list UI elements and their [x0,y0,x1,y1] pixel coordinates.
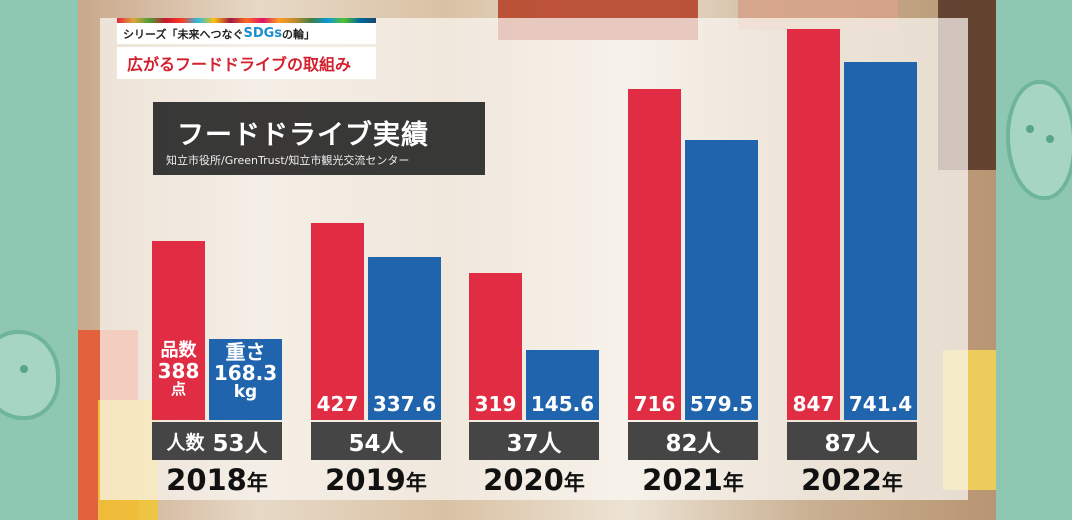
year-tick-label: 2021年 [628,463,758,497]
people-count-label: 人数 53人 [152,422,282,460]
year-tick-label: 2018年 [152,463,282,497]
bar-weight-2019 [368,256,441,420]
series-prefix: シリーズ「未来へつなぐ [123,27,244,41]
weight-value-label: 741.4 [848,392,913,416]
bar-items-2018 [152,240,205,420]
people-series-name: 人数 [166,431,205,454]
mascot-eye [1046,135,1054,143]
year-tick-label: 2019年 [311,463,441,497]
bar-weight-2022 [844,62,917,420]
bar-weight-2020 [526,349,599,420]
year-tick-label: 2020年 [469,463,599,497]
year-number: 2020 [483,463,564,497]
year-suffix: 年 [881,471,903,495]
items-value-label: 品数 388 点 [152,340,205,398]
weight-series-name: 重さ [225,340,266,364]
bar-items-2019 [311,222,364,420]
sdgs-color-strip [117,18,376,23]
bar-items-2020 [469,272,522,420]
chart-subtitle: 知立市役所/GreenTrust/知立市観光交流センター [166,154,410,167]
people-count-label: 82人 [628,422,758,460]
weight-unit: kg [233,382,258,402]
bar-weight-2021 [685,140,758,420]
topic-banner: 広がるフードドライブの取組み [117,47,376,79]
bar-items-2021 [628,89,681,420]
year-suffix: 年 [563,471,585,495]
mascot-eye [1026,125,1034,133]
items-unit: 点 [170,379,186,398]
items-value-label: 847 [792,392,835,416]
year-number: 2018 [166,463,247,497]
mascot-shape [0,330,60,420]
series-banner: シリーズ「未来へつなぐ SDGs の輪」 [117,23,376,44]
weight-value-label: 145.6 [530,392,595,416]
mascot-shape [1006,80,1072,200]
people-value: 53人 [212,431,268,457]
items-value: 388 [157,358,200,383]
topic-title: 広がるフードドライブの取組み [127,55,352,74]
series-suffix: の輪」 [282,27,316,41]
series-highlight: SDGs [243,26,283,41]
weight-value-label: 337.6 [372,392,437,416]
left-side-pattern [0,0,78,520]
items-value-label: 427 [316,392,359,416]
chart-title-box: フードドライブ実績 知立市役所/GreenTrust/知立市観光交流センター [153,102,485,175]
weight-value: 168.3 [213,361,278,385]
right-side-pattern [996,0,1072,520]
people-count-label: 37人 [469,422,599,460]
year-suffix: 年 [722,471,744,495]
year-number: 2019 [325,463,406,497]
weight-value-label: 579.5 [689,392,754,416]
people-count-label: 87人 [787,422,917,460]
people-count-label: 54人 [311,422,441,460]
items-series-name: 品数 [160,340,197,361]
year-suffix: 年 [405,471,427,495]
year-number: 2022 [801,463,882,497]
weight-value-label: 重さ 168.3 kg [209,342,282,402]
year-tick-label: 2022年 [787,463,917,497]
items-value-label: 319 [474,392,517,416]
items-value-label: 716 [633,392,676,416]
year-number: 2021 [642,463,723,497]
bar-weight-2018 [209,338,282,420]
year-suffix: 年 [246,471,268,495]
chart-title: フードドライブ実績 [177,120,429,151]
mascot-eye [20,365,28,373]
bar-items-2022 [787,29,840,420]
